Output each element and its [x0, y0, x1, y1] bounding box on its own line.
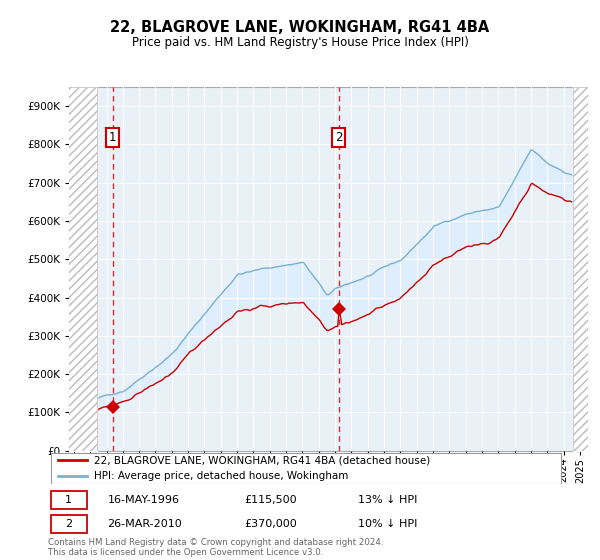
FancyBboxPatch shape [50, 452, 562, 484]
Text: 26-MAR-2010: 26-MAR-2010 [107, 519, 182, 529]
Text: 16-MAY-1996: 16-MAY-1996 [107, 495, 179, 505]
Text: HPI: Average price, detached house, Wokingham: HPI: Average price, detached house, Woki… [94, 472, 349, 481]
FancyBboxPatch shape [50, 491, 87, 508]
Text: 22, BLAGROVE LANE, WOKINGHAM, RG41 4BA: 22, BLAGROVE LANE, WOKINGHAM, RG41 4BA [110, 20, 490, 35]
Text: 13% ↓ HPI: 13% ↓ HPI [358, 495, 417, 505]
Text: £115,500: £115,500 [244, 495, 297, 505]
Text: 1: 1 [109, 131, 116, 144]
Text: Price paid vs. HM Land Registry's House Price Index (HPI): Price paid vs. HM Land Registry's House … [131, 36, 469, 49]
Text: 2: 2 [65, 519, 72, 529]
Text: 2: 2 [335, 131, 343, 144]
Text: Contains HM Land Registry data © Crown copyright and database right 2024.
This d: Contains HM Land Registry data © Crown c… [48, 538, 383, 557]
FancyBboxPatch shape [50, 515, 87, 533]
Text: 1: 1 [65, 495, 72, 505]
Text: 22, BLAGROVE LANE, WOKINGHAM, RG41 4BA (detached house): 22, BLAGROVE LANE, WOKINGHAM, RG41 4BA (… [94, 455, 431, 465]
Text: 10% ↓ HPI: 10% ↓ HPI [358, 519, 417, 529]
Text: £370,000: £370,000 [244, 519, 297, 529]
